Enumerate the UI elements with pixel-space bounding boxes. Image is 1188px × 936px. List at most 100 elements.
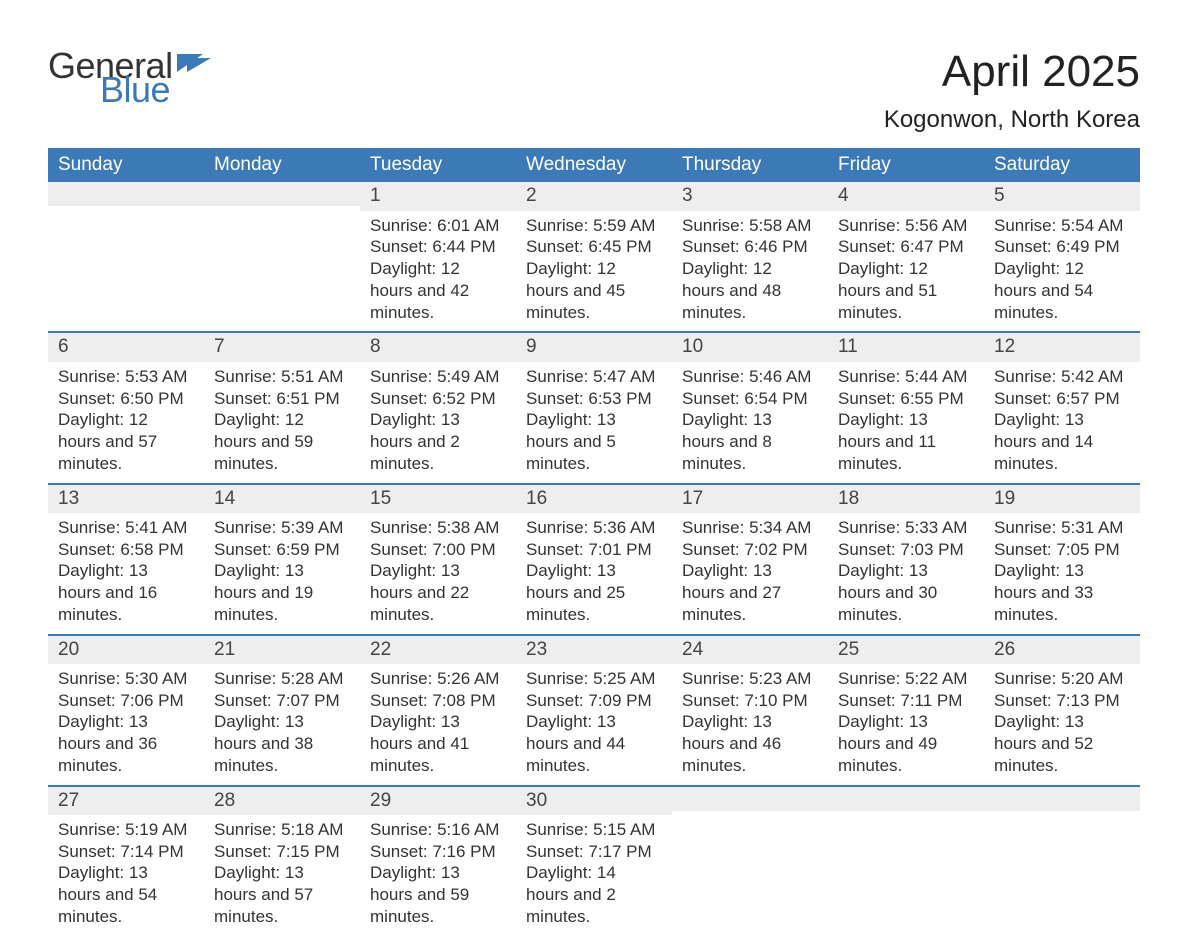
daylight-text: Daylight: 12 hours and 51 minutes. <box>838 258 974 323</box>
calendar: Sunday Monday Tuesday Wednesday Thursday… <box>48 148 1140 935</box>
sunset-text: Sunset: 7:06 PM <box>58 690 194 712</box>
calendar-day: 15 Sunrise: 5:38 AMSunset: 7:00 PMDayligh… <box>360 485 516 634</box>
sunrise-text: Sunrise: 5:59 AM <box>526 215 662 237</box>
header-saturday: Saturday <box>984 148 1140 182</box>
calendar-day: 26Sunrise: 5:20 AMSunset: 7:13 PMDayligh… <box>984 636 1140 785</box>
daylight-text: Daylight: 13 hours and 22 minutes. <box>370 560 506 625</box>
sunrise-text: Sunrise: 6:01 AM <box>370 215 506 237</box>
calendar-day: 6Sunrise: 5:53 AMSunset: 6:50 PMDaylight… <box>48 333 204 482</box>
daylight-text: Daylight: 13 hours and 25 minutes. <box>526 560 662 625</box>
sunset-text: Sunset: 6:57 PM <box>994 388 1130 410</box>
daylight-text: Daylight: 13 hours and 41 minutes. <box>370 711 506 776</box>
daylight-text: Daylight: 13 hours and 38 minutes. <box>214 711 350 776</box>
calendar-day: 27Sunrise: 5:19 AMSunset: 7:14 PMDayligh… <box>48 787 204 936</box>
header-wednesday: Wednesday <box>516 148 672 182</box>
day-number: 15 <box>360 485 516 513</box>
sunrise-text: Sunrise: 5:44 AM <box>838 366 974 388</box>
calendar-day: 13Sunrise: 5:41 AMSunset: 6:58 PMDayligh… <box>48 485 204 634</box>
sunrise-text: Sunrise: 5:19 AM <box>58 819 194 841</box>
calendar-day: 12Sunrise: 5:42 AMSunset: 6:57 PMDayligh… <box>984 333 1140 482</box>
calendar-week: 20Sunrise: 5:30 AMSunset: 7:06 PMDayligh… <box>48 634 1140 785</box>
day-number: 8 <box>360 333 516 361</box>
day-number: 23 <box>516 636 672 664</box>
calendar-day <box>984 787 1140 936</box>
sunset-text: Sunset: 6:58 PM <box>58 539 194 561</box>
day-number: 29 <box>360 787 516 815</box>
daylight-text: Daylight: 13 hours and 8 minutes. <box>682 409 818 474</box>
calendar-day: 16Sunrise: 5:36 AMSunset: 7:01 PMDayligh… <box>516 485 672 634</box>
sunrise-text: Sunrise: 5:20 AM <box>994 668 1130 690</box>
title-block: April 2025 Kogonwon, North Korea <box>884 48 1140 134</box>
sunset-text: Sunset: 6:46 PM <box>682 236 818 258</box>
day-number: 24 <box>672 636 828 664</box>
sunset-text: Sunset: 6:47 PM <box>838 236 974 258</box>
sunset-text: Sunset: 7:07 PM <box>214 690 350 712</box>
calendar-day: 11Sunrise: 5:44 AMSunset: 6:55 PMDayligh… <box>828 333 984 482</box>
calendar-day: 9Sunrise: 5:47 AMSunset: 6:53 PMDaylight… <box>516 333 672 482</box>
sunrise-text: Sunrise: 5:31 AM <box>994 517 1130 539</box>
day-number: 25 <box>828 636 984 664</box>
day-number <box>204 182 360 206</box>
daylight-text: Daylight: 13 hours and 2 minutes. <box>370 409 506 474</box>
daylight-text: Daylight: 12 hours and 54 minutes. <box>994 258 1130 323</box>
calendar-day: 28Sunrise: 5:18 AMSunset: 7:15 PMDayligh… <box>204 787 360 936</box>
sunset-text: Sunset: 6:54 PM <box>682 388 818 410</box>
sunset-text: Sunset: 6:55 PM <box>838 388 974 410</box>
daylight-text: Daylight: 12 hours and 57 minutes. <box>58 409 194 474</box>
day-number: 28 <box>204 787 360 815</box>
sunset-text: Sunset: 7:17 PM <box>526 841 662 863</box>
sunset-text: Sunset: 6:44 PM <box>370 236 506 258</box>
sunset-text: Sunset: 6:59 PM <box>214 539 350 561</box>
header-tuesday: Tuesday <box>360 148 516 182</box>
location: Kogonwon, North Korea <box>884 106 1140 134</box>
day-number: 6 <box>48 333 204 361</box>
daylight-text: Daylight: 12 hours and 48 minutes. <box>682 258 818 323</box>
sunrise-text: Sunrise: 5:51 AM <box>214 366 350 388</box>
daylight-text: Daylight: 13 hours and 49 minutes. <box>838 711 974 776</box>
calendar-day: 30Sunrise: 5:15 AMSunset: 7:17 PMDayligh… <box>516 787 672 936</box>
calendar-day <box>828 787 984 936</box>
sunrise-text: Sunrise: 5:53 AM <box>58 366 194 388</box>
sunrise-text: Sunrise: 5:46 AM <box>682 366 818 388</box>
calendar-day: 24Sunrise: 5:23 AMSunset: 7:10 PMDayligh… <box>672 636 828 785</box>
sunrise-text: Sunrise: 5:23 AM <box>682 668 818 690</box>
day-number: 18 <box>828 485 984 513</box>
day-number: 2 <box>516 182 672 210</box>
sunrise-text: Sunrise: 5:58 AM <box>682 215 818 237</box>
sunrise-text: Sunrise: 5:15 AM <box>526 819 662 841</box>
sunset-text: Sunset: 7:09 PM <box>526 690 662 712</box>
header-sunday: Sunday <box>48 148 204 182</box>
sunrise-text: Sunrise: 5:47 AM <box>526 366 662 388</box>
calendar-day: 5Sunrise: 5:54 AMSunset: 6:49 PMDaylight… <box>984 182 1140 331</box>
daylight-text: Daylight: 13 hours and 30 minutes. <box>838 560 974 625</box>
daylight-text: Daylight: 12 hours and 42 minutes. <box>370 258 506 323</box>
header-thursday: Thursday <box>672 148 828 182</box>
sunrise-text: Sunrise: 5:38 AM <box>370 517 506 539</box>
daylight-text: Daylight: 12 hours and 59 minutes. <box>214 409 350 474</box>
day-number: 10 <box>672 333 828 361</box>
daylight-text: Daylight: 13 hours and 33 minutes. <box>994 560 1130 625</box>
day-number: 1 <box>360 182 516 210</box>
day-number <box>984 787 1140 811</box>
calendar-day: 7Sunrise: 5:51 AMSunset: 6:51 PMDaylight… <box>204 333 360 482</box>
daylight-text: Daylight: 13 hours and 14 minutes. <box>994 409 1130 474</box>
day-number <box>48 182 204 206</box>
daylight-text: Daylight: 13 hours and 46 minutes. <box>682 711 818 776</box>
sunrise-text: Sunrise: 5:54 AM <box>994 215 1130 237</box>
sunrise-text: Sunrise: 5:26 AM <box>370 668 506 690</box>
daylight-text: Daylight: 13 hours and 44 minutes. <box>526 711 662 776</box>
calendar-day <box>672 787 828 936</box>
sunset-text: Sunset: 7:00 PM <box>370 539 506 561</box>
day-number: 12 <box>984 333 1140 361</box>
calendar-day: 29Sunrise: 5:16 AMSunset: 7:16 PMDayligh… <box>360 787 516 936</box>
sunset-text: Sunset: 7:02 PM <box>682 539 818 561</box>
day-number <box>828 787 984 811</box>
sunrise-text: Sunrise: 5:25 AM <box>526 668 662 690</box>
sunset-text: Sunset: 7:14 PM <box>58 841 194 863</box>
sunset-text: Sunset: 6:53 PM <box>526 388 662 410</box>
calendar-day: 3Sunrise: 5:58 AMSunset: 6:46 PMDaylight… <box>672 182 828 331</box>
calendar-day: 17Sunrise: 5:34 AMSunset: 7:02 PMDayligh… <box>672 485 828 634</box>
daylight-text: Daylight: 13 hours and 27 minutes. <box>682 560 818 625</box>
sunset-text: Sunset: 7:15 PM <box>214 841 350 863</box>
day-number: 11 <box>828 333 984 361</box>
